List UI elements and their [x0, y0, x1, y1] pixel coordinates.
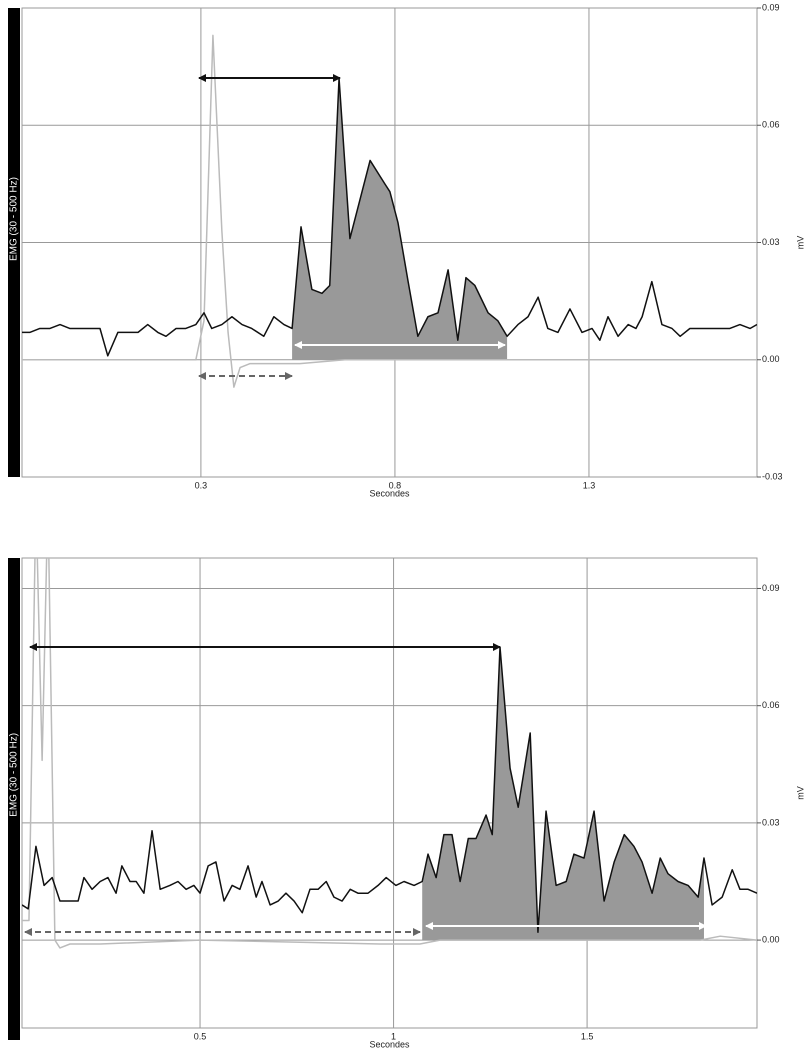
channel-label: EMG (30 - 500 Hz)	[9, 733, 20, 817]
y-tick-label: 0.00	[762, 354, 780, 364]
plot-frame	[21, 557, 758, 1029]
series-group	[22, 558, 757, 949]
y-tick-label: 0.00	[762, 934, 780, 944]
trace-line	[22, 558, 757, 949]
y-tick-label: 0.06	[762, 700, 780, 710]
channel-label: EMG (30 - 500 Hz)	[9, 177, 20, 261]
trace-line	[22, 77, 757, 357]
emg-area	[422, 647, 704, 941]
y-tick-label: 0.06	[762, 120, 780, 130]
channel-band	[8, 8, 20, 477]
y-tick-label: -0.03	[762, 471, 783, 481]
chart: EMG (30 - 500 Hz) 0.09 0.06 0.03 0.00 0.5 1 1.5…	[8, 557, 805, 1049]
annotations	[24, 74, 707, 936]
channel-band	[8, 558, 20, 1040]
y-tick-label: 0.09	[762, 583, 780, 593]
x-tick-label: 1.5	[581, 1031, 594, 1041]
trace-line	[22, 646, 757, 934]
series-group	[22, 34, 757, 388]
trace-line	[22, 34, 757, 388]
emg-area	[292, 78, 508, 360]
x-tick-label: 0.8	[389, 480, 402, 490]
y-tick-label: 0.09	[762, 2, 780, 12]
chart: EMG (30 - 500 Hz) 0.09 0.06 0.03 0.00 -0.03 0.…	[8, 2, 805, 498]
x-axis-label: Secondes	[369, 1039, 410, 1049]
x-tick-label: 1	[391, 1031, 396, 1041]
y-axis-label: mV	[795, 236, 805, 250]
y-tick-label: 0.03	[762, 817, 780, 827]
y-tick-label: 0.03	[762, 237, 780, 247]
charts: EMG (30 - 500 Hz) 0.09 0.06 0.03 0.00 -0.03 0.…	[8, 2, 805, 1049]
x-tick-label: 1.3	[583, 480, 596, 490]
y-axis-label: mV	[795, 786, 805, 800]
x-tick-label: 0.3	[195, 480, 208, 490]
x-tick-label: 0.5	[194, 1031, 207, 1041]
x-axis-label: Secondes	[369, 488, 410, 498]
